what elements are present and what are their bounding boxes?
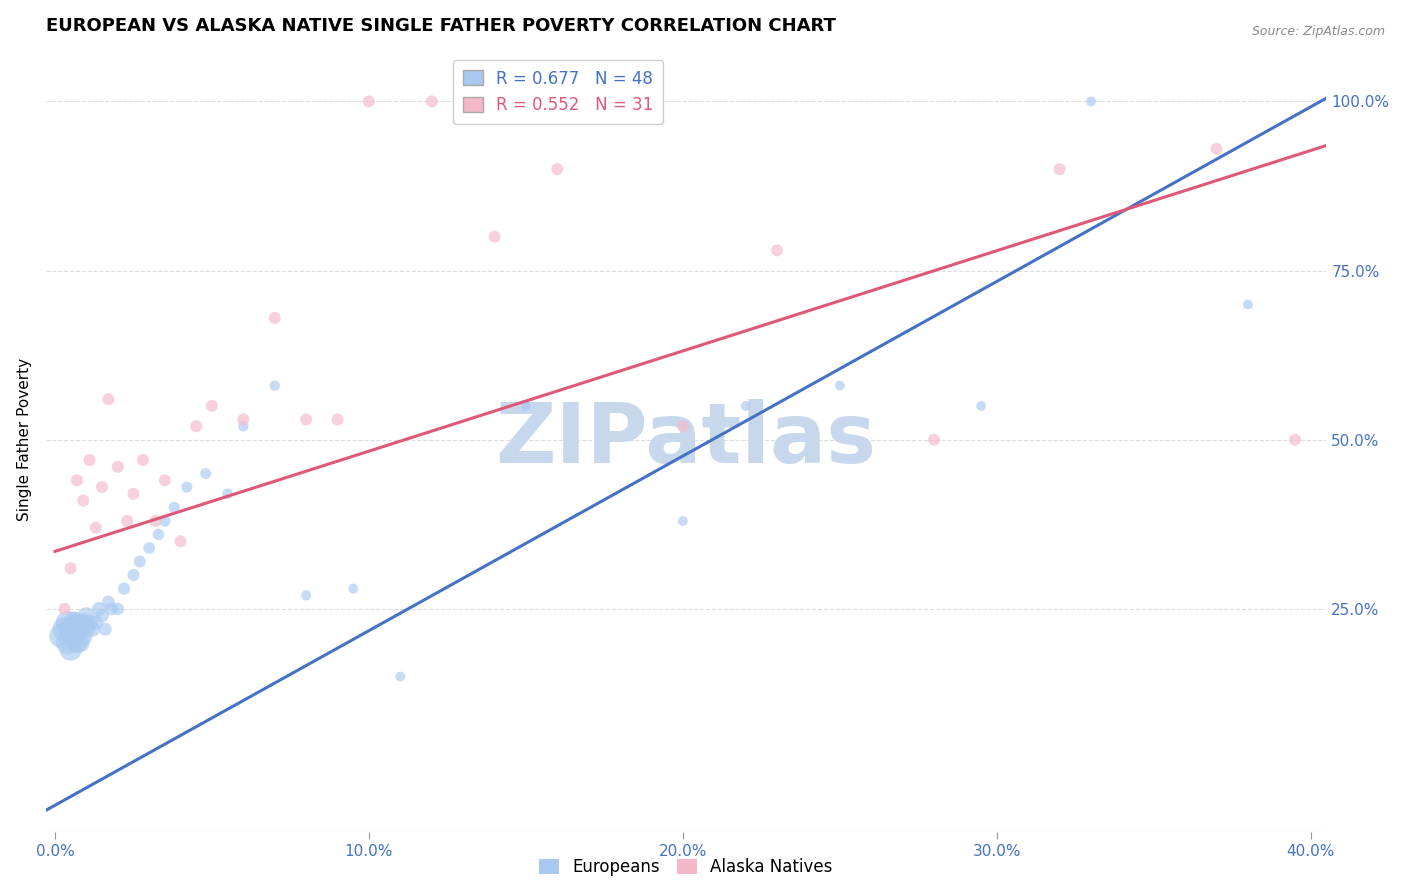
Point — [1049, 162, 1071, 177]
Point — [263, 310, 285, 325]
Text: Source: ZipAtlas.com: Source: ZipAtlas.com — [1251, 25, 1385, 38]
Point — [69, 636, 91, 650]
Point — [107, 459, 129, 474]
Point — [75, 608, 97, 623]
Point — [138, 541, 160, 555]
Text: ZIPatlas: ZIPatlas — [495, 400, 876, 480]
Point — [84, 615, 107, 630]
Y-axis label: Single Father Poverty: Single Father Poverty — [17, 359, 32, 521]
Point — [186, 419, 208, 434]
Point — [87, 602, 110, 616]
Point — [163, 500, 186, 515]
Point — [145, 514, 167, 528]
Point — [112, 582, 135, 596]
Point — [100, 602, 122, 616]
Point — [194, 467, 217, 481]
Point — [232, 412, 254, 426]
Point — [922, 433, 945, 447]
Point — [201, 399, 224, 413]
Point — [132, 453, 155, 467]
Point — [69, 622, 91, 636]
Point — [72, 629, 94, 643]
Point — [217, 487, 239, 501]
Point — [342, 582, 364, 596]
Point — [59, 642, 82, 657]
Point — [72, 615, 94, 630]
Point — [295, 588, 318, 602]
Point — [389, 669, 412, 683]
Point — [79, 615, 101, 630]
Point — [79, 453, 101, 467]
Point — [56, 636, 79, 650]
Point — [357, 95, 380, 109]
Point — [546, 162, 568, 177]
Point — [263, 378, 285, 392]
Point — [62, 629, 84, 643]
Point — [66, 473, 89, 487]
Point — [75, 622, 97, 636]
Point — [84, 521, 107, 535]
Point — [326, 412, 349, 426]
Point — [51, 629, 73, 643]
Point — [169, 534, 191, 549]
Legend: Europeans, Alaska Natives: Europeans, Alaska Natives — [533, 851, 839, 883]
Point — [59, 561, 82, 575]
Point — [232, 419, 254, 434]
Point — [53, 622, 76, 636]
Text: EUROPEAN VS ALASKA NATIVE SINGLE FATHER POVERTY CORRELATION CHART: EUROPEAN VS ALASKA NATIVE SINGLE FATHER … — [45, 17, 835, 35]
Point — [1237, 297, 1260, 311]
Point — [672, 514, 695, 528]
Point — [59, 622, 82, 636]
Point — [107, 602, 129, 616]
Point — [1205, 142, 1227, 156]
Point — [66, 636, 89, 650]
Point — [1080, 95, 1102, 109]
Point — [1284, 433, 1306, 447]
Point — [115, 514, 138, 528]
Point — [72, 493, 94, 508]
Point — [82, 622, 104, 636]
Point — [734, 399, 756, 413]
Point — [91, 608, 114, 623]
Point — [62, 615, 84, 630]
Point — [97, 595, 120, 609]
Point — [153, 514, 176, 528]
Point — [420, 95, 443, 109]
Point — [122, 568, 145, 582]
Point — [56, 615, 79, 630]
Point — [828, 378, 851, 392]
Point — [153, 473, 176, 487]
Point — [515, 399, 537, 413]
Point — [766, 244, 789, 258]
Point — [53, 602, 76, 616]
Point — [176, 480, 198, 494]
Point — [122, 487, 145, 501]
Point — [148, 527, 170, 541]
Point — [62, 622, 84, 636]
Point — [91, 480, 114, 494]
Point — [128, 555, 150, 569]
Point — [970, 399, 993, 413]
Point — [94, 622, 117, 636]
Point — [97, 392, 120, 406]
Point — [484, 229, 506, 244]
Point — [672, 419, 695, 434]
Point — [66, 615, 89, 630]
Point — [295, 412, 318, 426]
